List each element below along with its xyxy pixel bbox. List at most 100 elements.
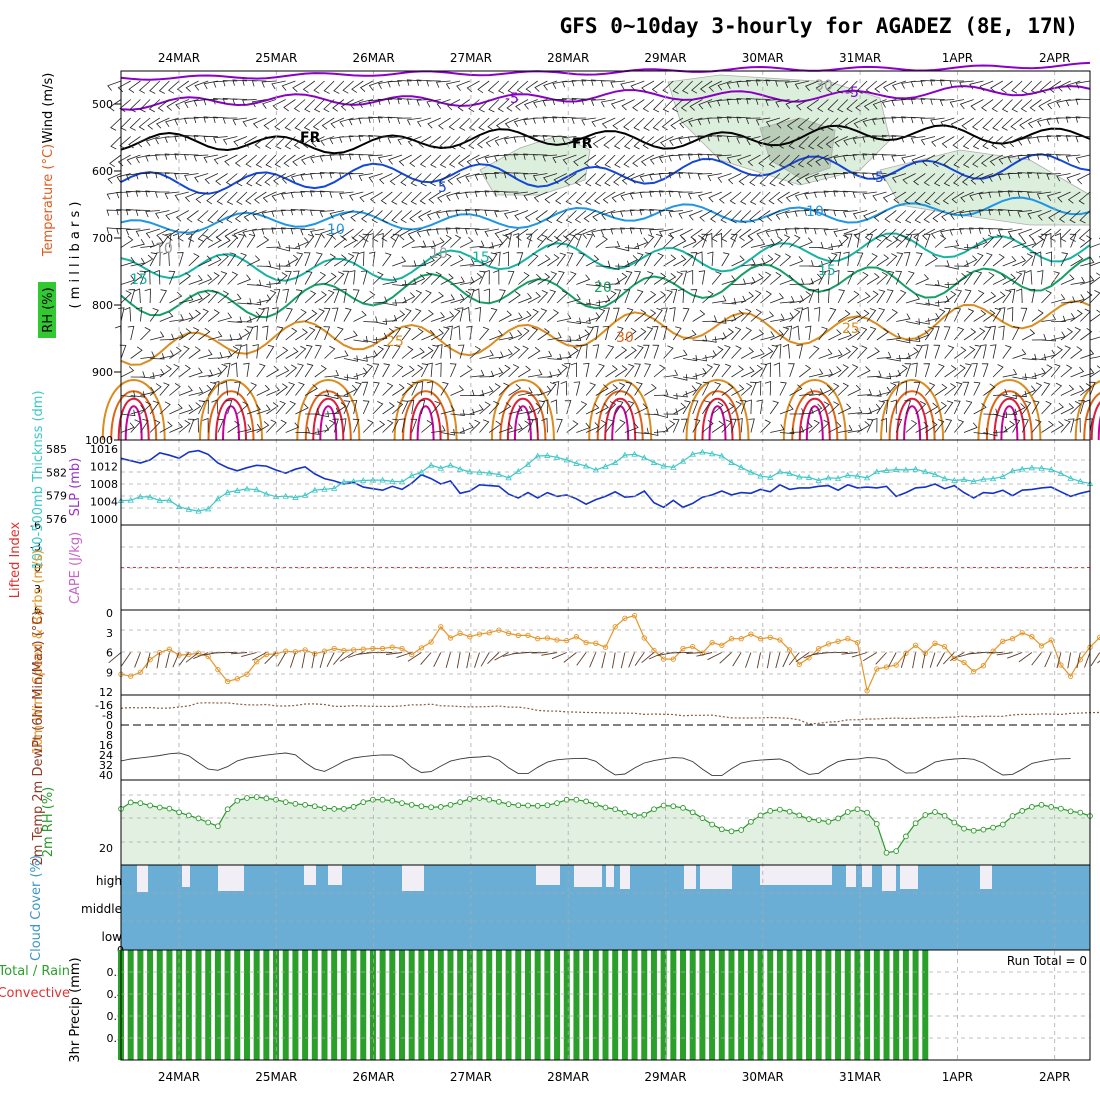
wind-barb	[224, 154, 238, 166]
wind-barb	[149, 308, 159, 322]
wind-barb	[837, 364, 849, 378]
wind-barb	[614, 272, 628, 285]
wind-barb	[760, 271, 772, 285]
wind-barb	[794, 210, 810, 217]
wind-barb	[436, 99, 451, 109]
wind-barb	[852, 191, 868, 199]
wind-speed-point	[224, 678, 231, 685]
precip-bar	[321, 950, 328, 1060]
wind-barb	[600, 99, 616, 108]
cloud-high-gap	[760, 865, 832, 885]
wind-barb	[971, 363, 978, 378]
wind10m-barb	[929, 652, 936, 668]
wind-barb	[483, 288, 490, 304]
wind-barb	[629, 191, 645, 200]
wind-barb	[736, 417, 743, 433]
wind-barb	[265, 154, 277, 168]
wind-barb	[211, 399, 219, 415]
precip-bar	[495, 950, 502, 1060]
wind-barb	[759, 191, 771, 205]
wind-barb	[876, 271, 888, 285]
wind-barb	[440, 326, 450, 341]
wind-barb	[382, 276, 398, 285]
wind-barb	[149, 419, 161, 433]
wind-barb	[993, 426, 1008, 433]
precip-bar	[786, 950, 793, 1060]
wind-barb	[372, 420, 386, 433]
wind-barb	[418, 210, 432, 222]
precip-bar	[573, 950, 580, 1060]
wind-barb	[294, 117, 306, 131]
wind-barb	[416, 99, 432, 106]
wind-barb	[862, 136, 877, 143]
wind-barb	[1089, 309, 1100, 322]
wind-barb	[794, 191, 810, 201]
precip-bar	[253, 950, 260, 1060]
wind-barb	[457, 154, 471, 168]
diurnal-contour	[977, 379, 1042, 441]
wind-barb	[668, 190, 684, 198]
wind-barb	[823, 269, 830, 285]
wind-barb	[440, 429, 455, 436]
wind-barb	[314, 344, 322, 359]
wind-barb	[818, 369, 834, 378]
wind-barb	[120, 391, 136, 398]
wind-barb	[699, 210, 713, 222]
wind-barb	[498, 289, 506, 304]
wind-barb	[963, 400, 973, 415]
wind-barb	[343, 384, 358, 396]
wind-barb	[478, 99, 490, 113]
wind-barb	[305, 428, 320, 435]
wind-barb	[1031, 333, 1047, 341]
precip-bar	[767, 950, 774, 1060]
wind-barb	[314, 326, 322, 341]
wind-barb	[1027, 191, 1042, 199]
wind-barb	[546, 228, 558, 242]
wind-barb	[726, 154, 742, 164]
wind-barb	[342, 80, 354, 94]
wind-barb	[361, 381, 369, 396]
wind-barb	[506, 99, 519, 112]
wind-barb	[120, 235, 134, 248]
wind-barb	[1027, 117, 1042, 129]
wind-barb	[206, 228, 219, 242]
wind-barb	[582, 136, 596, 147]
slp-point	[718, 452, 725, 459]
wind-barb	[915, 252, 923, 267]
upper-ytick: 600	[92, 165, 113, 178]
wind-barb	[737, 154, 752, 165]
wind-barb	[900, 380, 908, 396]
wind-barb	[479, 419, 490, 433]
wind-barb	[653, 364, 666, 378]
wind-barb	[651, 80, 664, 94]
wind-barb	[760, 238, 775, 248]
diurnal-contour	[199, 379, 263, 441]
wind-barb	[973, 428, 989, 435]
wind-barb	[721, 297, 737, 305]
wind-ytick: 0	[106, 607, 113, 620]
wind-barb	[998, 154, 1013, 165]
wind-barb	[721, 402, 735, 415]
wind-barb	[886, 253, 898, 267]
wind-barb	[275, 244, 291, 252]
wind-barb	[769, 344, 779, 359]
wind-barb	[213, 98, 228, 105]
wind-barb	[479, 242, 495, 249]
wind-barb	[349, 270, 356, 285]
wind-barb	[145, 136, 160, 146]
slp-point	[650, 459, 658, 465]
wind-barb	[624, 255, 638, 267]
wind-barb	[1017, 171, 1032, 179]
wind-barb	[687, 191, 703, 200]
wind-barb	[993, 388, 1008, 396]
wind-barb	[1031, 309, 1044, 322]
wind-barb	[334, 350, 349, 359]
wind-barb	[128, 136, 141, 149]
wind-barb	[644, 309, 657, 322]
temp-ytick: 24	[99, 749, 113, 762]
wind-barb	[426, 228, 441, 236]
wind-barb	[369, 251, 376, 267]
